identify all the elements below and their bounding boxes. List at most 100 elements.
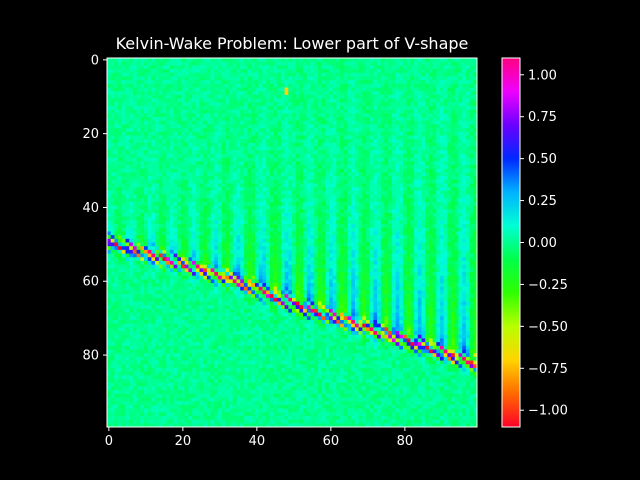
heatmap-cell <box>114 235 119 240</box>
heatmap-cell <box>403 176 408 181</box>
heatmap-cell <box>110 157 115 162</box>
heatmap-cell <box>410 91 415 96</box>
heatmap-cell <box>432 150 437 155</box>
heatmap-cell <box>462 61 467 66</box>
heatmap-cell <box>140 153 145 159</box>
heatmap-cell <box>258 183 263 188</box>
heatmap-cell <box>206 220 211 225</box>
heatmap-cell <box>173 205 178 210</box>
heatmap-cell <box>136 157 141 162</box>
heatmap-cell <box>277 150 282 155</box>
heatmap-cell <box>303 238 308 243</box>
heatmap-cell <box>280 224 285 229</box>
heatmap-cell <box>140 128 145 133</box>
heatmap-cell <box>332 120 337 125</box>
heatmap-cell <box>329 87 334 92</box>
heatmap-cell <box>125 209 130 214</box>
heatmap-cell <box>177 172 182 177</box>
heatmap-cell <box>465 172 470 177</box>
heatmap-cell <box>310 69 315 74</box>
heatmap-cell <box>317 146 322 151</box>
heatmap-cell <box>125 76 130 81</box>
heatmap-cell <box>177 58 182 63</box>
heatmap-cell <box>277 198 282 203</box>
heatmap-cell <box>362 209 367 214</box>
heatmap-cell <box>203 161 208 166</box>
heatmap-cell <box>362 76 367 81</box>
heatmap-cell <box>206 198 211 203</box>
heatmap-cell <box>310 117 315 122</box>
heatmap-cell <box>169 190 174 195</box>
heatmap-cell <box>432 105 437 111</box>
heatmap-cell <box>384 183 389 188</box>
heatmap-cell <box>295 231 300 236</box>
heatmap-cell <box>443 165 448 170</box>
heatmap-cell <box>391 65 396 70</box>
heatmap-cell <box>203 124 208 129</box>
heatmap-cell <box>169 124 174 129</box>
heatmap-cell <box>373 131 378 136</box>
heatmap-cell <box>151 157 156 162</box>
heatmap-cell <box>447 220 452 225</box>
heatmap-cell <box>225 124 230 129</box>
heatmap-cell <box>284 98 289 103</box>
heatmap-cell <box>240 105 245 111</box>
heatmap-cell <box>406 146 411 151</box>
heatmap-cell <box>280 131 285 136</box>
heatmap-cell <box>425 198 430 203</box>
heatmap-cell <box>136 179 141 184</box>
heatmap-cell <box>395 131 400 136</box>
heatmap-cell <box>251 227 256 232</box>
heatmap-cell <box>188 231 193 236</box>
heatmap-cell <box>136 235 141 240</box>
heatmap-cell <box>136 72 141 77</box>
heatmap-cell <box>292 131 297 136</box>
heatmap-cell <box>325 238 330 243</box>
heatmap-cell <box>403 179 408 184</box>
heatmap-cell <box>458 157 463 162</box>
heatmap-cell <box>366 87 371 92</box>
heatmap-cell <box>240 238 245 243</box>
heatmap-cell <box>136 120 141 125</box>
heatmap-cell <box>462 153 467 159</box>
heatmap-cell <box>406 194 411 199</box>
heatmap-cell <box>273 146 278 151</box>
heatmap-cell <box>425 113 430 118</box>
heatmap-cell <box>314 135 319 140</box>
heatmap-cell <box>465 153 470 159</box>
heatmap-cell <box>380 198 385 203</box>
heatmap-cell <box>218 139 223 144</box>
heatmap-cell <box>440 76 445 81</box>
heatmap-cell <box>447 61 452 66</box>
heatmap-cell <box>255 194 260 199</box>
heatmap-cell <box>347 80 352 85</box>
heatmap-cell <box>354 58 359 63</box>
heatmap-cell <box>114 238 119 243</box>
heatmap-cell <box>173 91 178 96</box>
heatmap-cell <box>351 83 356 88</box>
heatmap-cell <box>403 83 408 88</box>
heatmap-cell <box>169 131 174 136</box>
heatmap-cell <box>340 153 345 159</box>
heatmap-cell <box>299 172 304 177</box>
heatmap-cell <box>140 231 145 236</box>
heatmap-cell <box>347 224 352 229</box>
heatmap-cell <box>403 131 408 136</box>
heatmap-cell <box>354 172 359 177</box>
heatmap-cell <box>273 157 278 162</box>
heatmap-cell <box>362 72 367 77</box>
heatmap-cell <box>299 205 304 210</box>
heatmap-cell <box>214 142 219 147</box>
heatmap-cell <box>151 238 156 243</box>
heatmap-cell <box>373 135 378 140</box>
heatmap-cell <box>125 128 130 133</box>
heatmap-cell <box>399 117 404 122</box>
heatmap-cell <box>414 65 419 70</box>
heatmap-cell <box>240 94 245 99</box>
heatmap-cell <box>258 105 263 111</box>
heatmap-cell <box>403 65 408 70</box>
heatmap-cell <box>417 179 422 184</box>
heatmap-cell <box>214 161 219 166</box>
heatmap-cell <box>229 190 234 195</box>
heatmap-cell <box>391 212 396 218</box>
